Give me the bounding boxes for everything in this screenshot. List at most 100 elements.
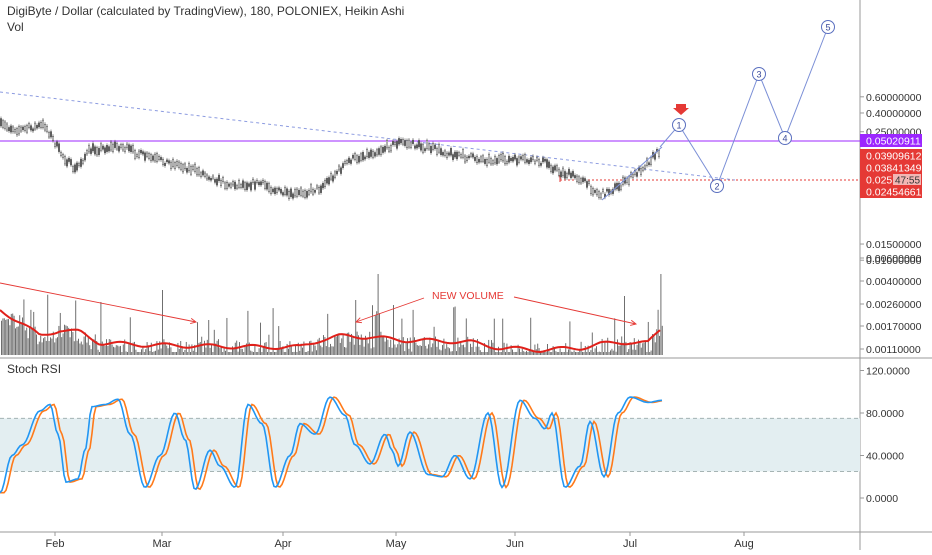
price-candle: [540, 162, 543, 166]
volume-bar: [176, 352, 177, 355]
volume-bar: [652, 334, 653, 355]
volume-bar: [289, 341, 291, 355]
volume-bar: [26, 327, 28, 355]
volume-bar: [505, 352, 506, 355]
volume-bar: [419, 345, 421, 355]
volume-bar: [160, 348, 162, 355]
price-candle: [650, 157, 653, 165]
volume-bar: [134, 341, 135, 355]
price-candle: [646, 158, 649, 166]
volume-bar: [131, 352, 133, 355]
volume-bar: [225, 350, 226, 355]
price-candle: [75, 162, 78, 171]
volume-bar: [125, 351, 127, 355]
volume-bar: [600, 352, 602, 355]
volume-bar: [33, 311, 35, 355]
volume-bar: [624, 296, 625, 355]
price-candle: [580, 178, 583, 184]
price-candle: [183, 163, 186, 170]
price-candle: [26, 125, 29, 133]
volume-bar: [167, 348, 169, 355]
volume-bar: [164, 343, 166, 355]
price-candle: [54, 143, 57, 147]
volume-bar: [470, 343, 471, 355]
price-candle: [50, 131, 53, 138]
price-candle: [235, 185, 238, 189]
badge-red-1: 0.03909612: [866, 151, 922, 163]
stoch-k-line: [0, 396, 663, 494]
volume-tick-label: 0.00400000: [866, 276, 922, 288]
volume-bar: [3, 318, 5, 355]
arrow-to-jul-volume: [513, 296, 637, 325]
chart-title: DigiByte / Dollar (calculated by Trading…: [7, 4, 405, 18]
volume-bar: [24, 330, 26, 355]
price-candle: [22, 126, 25, 131]
price-candle: [237, 180, 240, 188]
price-candle: [618, 182, 621, 191]
volume-bar: [52, 331, 54, 355]
volume-bar: [582, 351, 583, 355]
price-candle: [460, 154, 463, 158]
volume-bar: [402, 337, 404, 355]
price-candle: [163, 163, 166, 166]
price-candle: [20, 126, 23, 132]
price-candle: [492, 160, 495, 165]
volume-bar: [58, 325, 60, 355]
volume-bar: [421, 346, 422, 355]
volume-bar: [243, 352, 245, 355]
price-candle: [636, 172, 639, 177]
volume-bar: [633, 338, 635, 355]
volume-bar: [314, 345, 316, 355]
price-candle: [466, 156, 469, 162]
volume-bar: [37, 344, 39, 355]
price-candle: [71, 166, 74, 172]
volume-bar: [561, 352, 562, 355]
price-candle: [478, 158, 481, 163]
price-candle: [510, 158, 513, 161]
price-candle: [107, 146, 110, 152]
volume-bar: [230, 352, 232, 355]
price-candle: [320, 185, 323, 193]
stoch-tick-label: 0.0000: [866, 493, 898, 505]
price-candle: [366, 149, 369, 157]
arrow-to-may-volume-head: [355, 317, 363, 324]
price-candle: [62, 154, 65, 158]
price-candle: [270, 187, 273, 194]
price-candle: [590, 186, 593, 195]
price-candle: [584, 178, 587, 182]
volume-bar: [92, 340, 93, 355]
volume-bar: [541, 352, 543, 355]
volume-bar: [248, 342, 250, 355]
price-candle: [572, 171, 575, 177]
volume-bar: [659, 335, 660, 355]
price-candle: [644, 165, 647, 169]
volume-bar: [267, 352, 268, 355]
volume-bar: [240, 348, 242, 355]
volume-bar: [583, 352, 585, 355]
price-candle: [260, 181, 263, 186]
volume-bar: [276, 349, 278, 355]
volume-bar: [73, 341, 75, 355]
volume-bar: [260, 322, 261, 355]
wave-label: 3: [756, 70, 761, 80]
volume-bar: [198, 342, 200, 355]
price-candle: [227, 183, 230, 187]
price-candle: [432, 143, 435, 150]
volume-bar: [94, 334, 96, 355]
price-candle: [526, 159, 529, 163]
volume-bar: [199, 341, 201, 355]
volume-bar: [50, 337, 51, 355]
price-candle: [179, 163, 182, 170]
volume-bar: [282, 346, 284, 355]
volume-bar: [205, 347, 207, 355]
volume-bar: [257, 352, 259, 355]
volume-bar: [447, 347, 449, 355]
volume-bar: [647, 321, 649, 355]
volume-bar: [412, 309, 414, 355]
volume-bar: [580, 341, 582, 355]
price-candle: [536, 157, 539, 161]
price-candle: [562, 167, 565, 177]
volume-bar: [261, 352, 263, 355]
volume-bar: [611, 348, 613, 355]
volume-bar: [425, 345, 427, 355]
